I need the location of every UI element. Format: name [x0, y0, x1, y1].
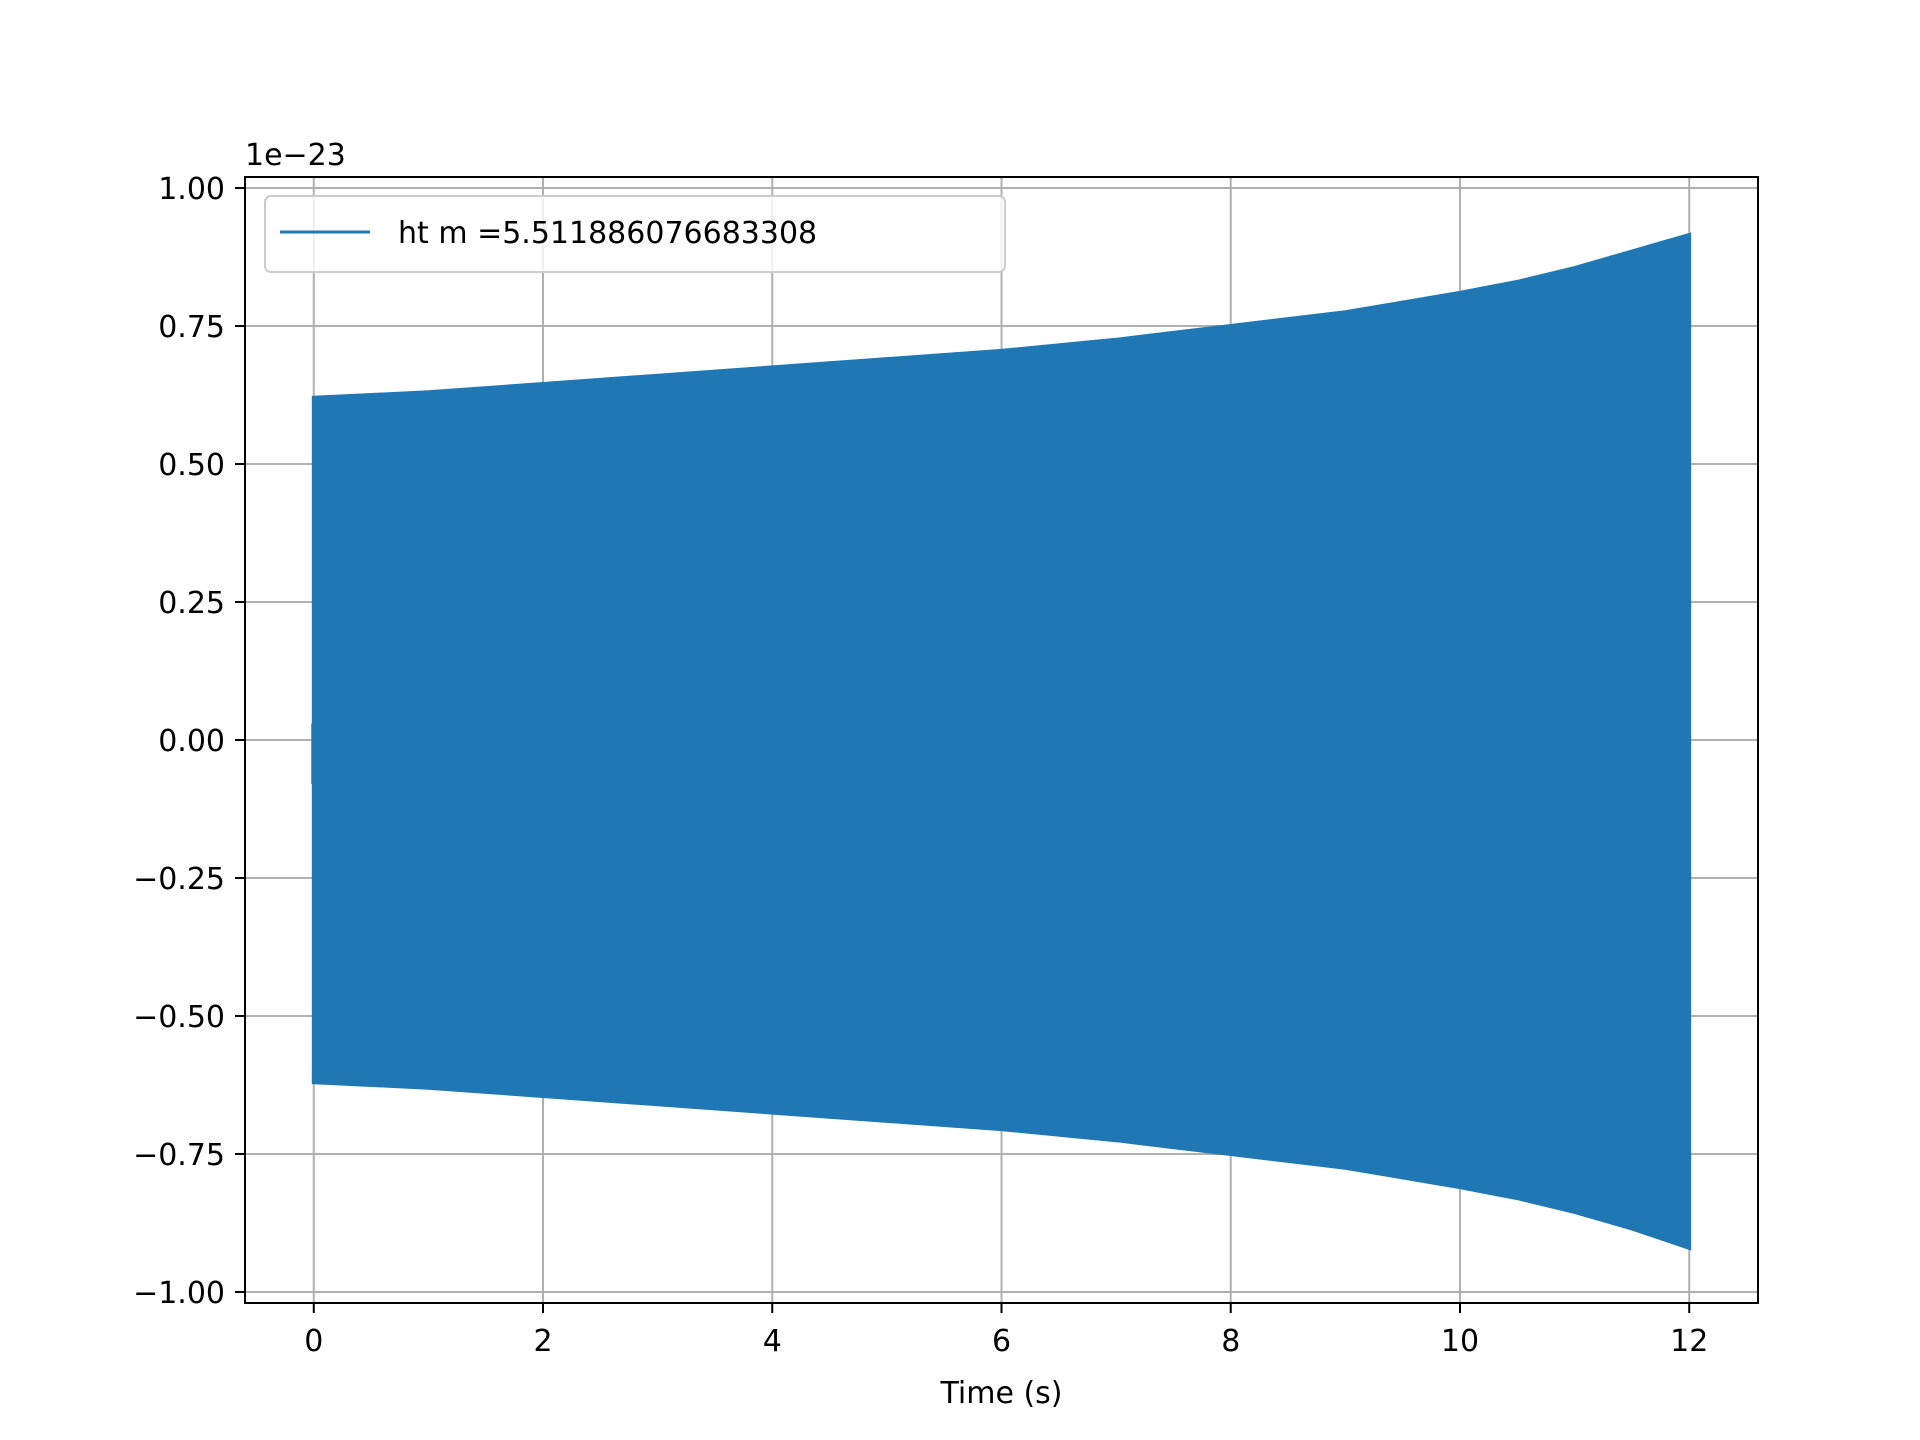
series-waveform	[311, 232, 1692, 1251]
y-tick-label: −0.25	[133, 862, 225, 897]
y-offset-text: 1e−23	[245, 138, 346, 173]
x-tick-label: 0	[304, 1324, 323, 1359]
y-tick-label: 0.50	[158, 448, 225, 483]
x-axis: 0 2 4 6 8 10 12	[304, 1303, 1708, 1359]
x-axis-label: Time (s)	[940, 1376, 1063, 1411]
y-tick-label: 0.75	[158, 310, 225, 345]
y-tick-label: −1.00	[133, 1276, 225, 1311]
x-tick-label: 2	[533, 1324, 552, 1359]
legend-label: ht m =5.511886076683308	[398, 216, 817, 251]
legend-box	[264, 195, 1006, 273]
y-axis: 1.00 0.75 0.50 0.25 0.00 −0.25 −0.50 −0.75 −1.00	[133, 172, 245, 1311]
y-tick-label: 1.00	[158, 172, 225, 207]
y-tick-label: 0.25	[158, 586, 225, 621]
x-tick-label: 8	[1221, 1324, 1240, 1359]
y-tick-label: −0.50	[133, 1000, 225, 1035]
x-tick-label: 12	[1670, 1324, 1708, 1359]
x-tick-label: 6	[992, 1324, 1011, 1359]
y-tick-label: 0.00	[158, 724, 225, 759]
x-tick-label: 10	[1441, 1324, 1479, 1359]
x-tick-label: 4	[763, 1324, 782, 1359]
series-layer	[311, 232, 1692, 1251]
legend: ht m =5.511886076683308	[264, 195, 1006, 273]
y-tick-label: −0.75	[133, 1138, 225, 1173]
